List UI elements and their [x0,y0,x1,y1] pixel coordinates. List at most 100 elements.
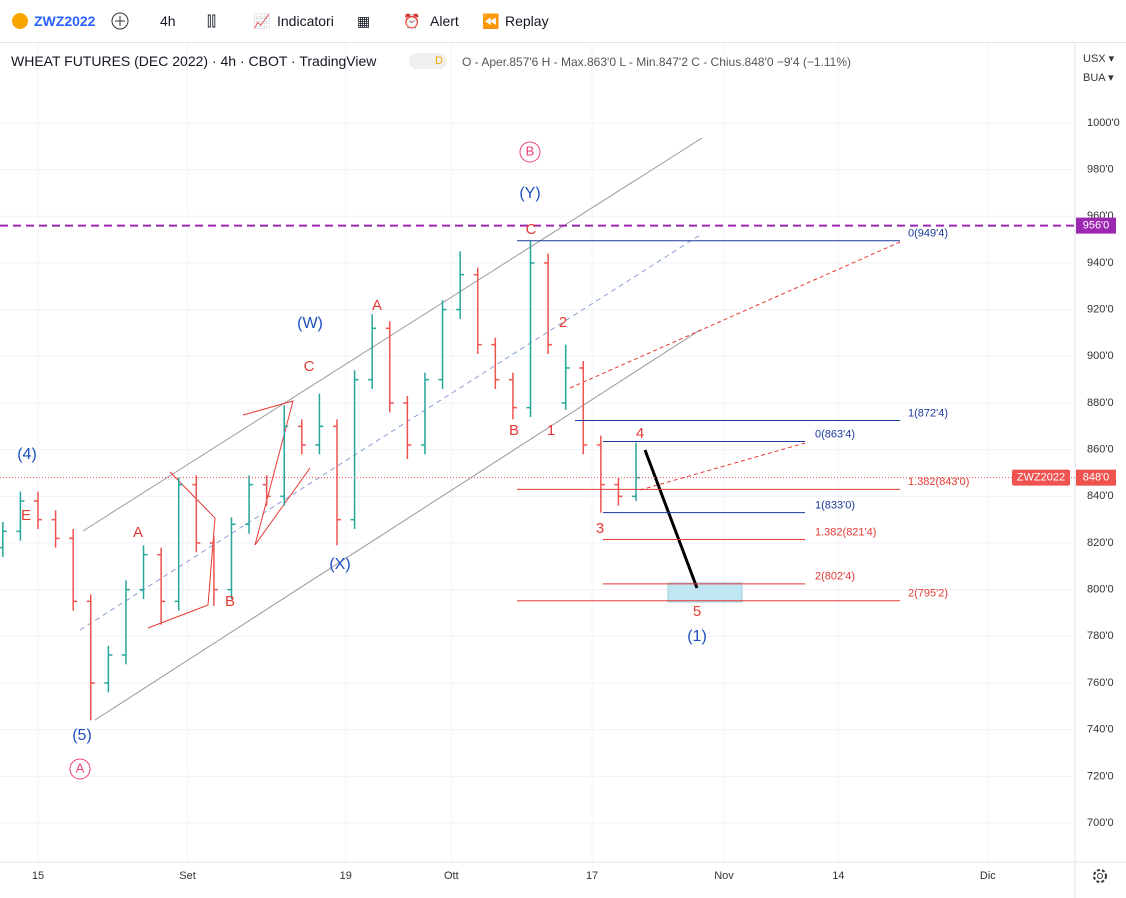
y-tick-label: 760'0 [1087,677,1114,689]
wave-label: (Y) [519,185,540,202]
chart-title: WHEAT FUTURES (DEC 2022) · 4h · CBOT · T… [11,53,377,69]
fib-label: 2(802'4) [815,571,855,583]
price-bar [51,510,60,548]
fib-label: 0(863'4) [815,428,855,440]
symbol[interactable]: ZWZ2022 [34,13,96,29]
wave-label: 4 [636,425,644,442]
price-bar [508,372,517,420]
projection-arrow [643,449,699,589]
price-bar [121,580,130,665]
price-bar [280,405,289,506]
last-price-label: 848'0 [1083,472,1110,484]
x-tick-label: Ott [444,870,459,882]
x-tick-label: Nov [714,870,734,882]
price-bar [16,491,25,541]
price-bar [544,253,553,354]
interval[interactable]: 4h [160,13,176,29]
fib-label: 1(872'4) [908,407,948,419]
price-bar [350,370,359,529]
x-tick-label: Set [179,870,196,882]
price-bar [632,442,641,501]
price-bar [456,251,465,319]
wave-label: (5) [72,727,92,744]
wave-label: B [225,593,235,610]
wave-label: B [509,422,519,439]
last-price-box [1076,469,1116,486]
price-bar [368,314,377,389]
price-bar [139,545,148,600]
marker-label: 956'0 [1083,220,1110,232]
channel-line [639,442,806,491]
price-bar [192,475,201,553]
unit[interactable]: BUA ▾ [1083,72,1114,84]
indicators[interactable]: Indicatori [277,13,334,29]
price-bar [245,475,254,534]
wave-label: 3 [596,520,604,537]
channel-line [569,241,901,389]
price-bar [385,321,394,413]
currency[interactable]: USX ▾ [1083,53,1115,65]
wave-circle [69,758,91,780]
channel-line [94,329,701,721]
y-tick-label: 800'0 [1087,584,1114,596]
channel-line [79,234,701,631]
symbol-box [1012,469,1070,486]
y-tick-label: 900'0 [1087,350,1114,362]
price-bar [561,344,570,410]
y-tick-label: 720'0 [1087,770,1114,782]
price-bar [579,360,588,455]
axis-menu[interactable]: USX ▾ BUA ▾ [1083,50,1114,88]
wave-circle [519,141,541,163]
price-bar [262,475,271,506]
y-tick-label: 740'0 [1087,724,1114,736]
marker-label-box [1076,217,1116,234]
y-tick-label: 840'0 [1087,490,1114,502]
wave-label: 2 [559,314,567,331]
indicators-icon: 📈 [253,13,271,29]
settings-icon[interactable] [1093,869,1107,883]
wave-label: C [304,358,315,375]
price-bar [473,267,482,354]
x-tick-label: 15 [32,870,44,882]
price-bar [526,240,535,417]
target-box [667,582,743,603]
wave-label: 1 [547,422,555,439]
price-bar [69,528,78,611]
fib-label: 1.382(821'4) [815,526,876,538]
channel-line [82,137,703,532]
fib-label: 1.382(843'0) [908,476,969,488]
toolbar: ZWZ2022 4h ⫿⫿ 📈 Indicatori ▦ ⏰ Alert ⏪ R… [0,0,1126,43]
price-bar [104,645,113,693]
alert[interactable]: Alert [430,13,459,29]
y-tick-label: 1000'0 [1087,117,1120,129]
y-tick-label: 880'0 [1087,397,1114,409]
price-bar [33,491,42,529]
y-tick-label: 820'0 [1087,537,1114,549]
wave-label: A [133,524,143,541]
replay[interactable]: Replay [505,13,549,29]
y-tick-label: 940'0 [1087,257,1114,269]
price-bar [403,395,412,459]
logo [12,13,28,29]
price-bar [438,300,447,389]
alert-icon: ⏰ [403,13,421,29]
add-icon[interactable] [105,0,245,42]
wave-label: A [372,297,382,314]
y-tick-label: 920'0 [1087,304,1114,316]
price-bar [174,477,183,611]
fib-label: 1(833'0) [815,500,855,512]
price-bar [209,535,218,607]
y-tick-label: 860'0 [1087,444,1114,456]
layout-icon[interactable]: ▦ [357,13,371,29]
wave-label: A [76,760,85,775]
wave-label: E [21,507,31,524]
wave-label: (W) [297,315,323,332]
x-tick-label: 17 [586,870,598,882]
x-tick-label: 19 [340,870,352,882]
badge: D [409,53,447,69]
wave-label: B [526,143,535,158]
y-tick-label: 980'0 [1087,164,1114,176]
chart-type[interactable]: ⫿⫿ [207,13,216,29]
